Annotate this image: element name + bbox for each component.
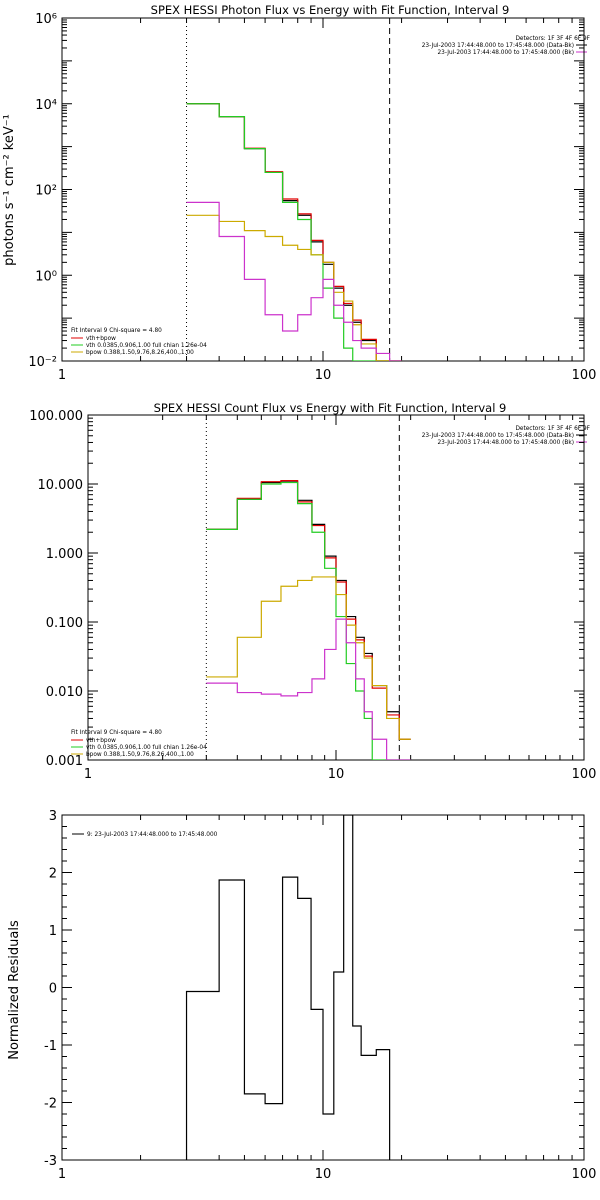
count-x-tick-label: 10 [328,767,345,782]
count-bk-interval-text: 23-Jul-2003 17:44:48.000 to 17:45:48.000… [437,440,574,446]
residuals-legend-text: 9: 23-Jul-2003 17:44:48.000 to 17:45:48.… [87,832,218,838]
residuals-y-tick-label: 0 [49,982,57,997]
residuals-y-tick-label: -3 [44,1154,57,1169]
residuals-y-axis-label: Normalized Residuals [7,920,22,1060]
count-detectors-text: Detectors: 1F 3F 4F 6F 9F [515,426,590,432]
count-legend-vth: vth 0.0385,0.906,1.00 full chian 1.26e-0… [86,745,207,751]
photon-y-tick-label: 10² [35,184,57,199]
count-y-tick-label: 0.010 [46,685,83,700]
photon-series-bpow [186,214,402,361]
photon-y-tick-label: 10⁶ [35,12,57,27]
residuals-x-tick-label: 1 [58,1167,66,1182]
photon-series-bg [186,201,402,361]
photon-legend-bpow: bpow 0.388,1.50,9.76,8.26,400.,1.00 [86,350,194,356]
count-x-tick-label: 1 [84,767,92,782]
photon-x-tick-label: 100 [572,368,597,383]
count-y-tick-label: 100.000 [29,409,83,424]
count-series-bpow [206,576,411,740]
count-legend-bpow: bpow 0.388,1.50,9.76,8.26,400.,1.00 [86,752,194,758]
photon-y-tick-label: 10⁻² [28,355,57,370]
residuals-y-tick-label: -1 [44,1039,57,1054]
photon-y-axis-label: photons s⁻¹ cm⁻² keV⁻¹ [2,114,17,266]
count-y-tick-label: 0.001 [46,754,83,769]
count-series-bg [206,618,411,760]
photon-data-interval-text: 23-Jul-2003 17:44:48.000 to 17:45:48.000… [422,43,574,49]
residuals-x-tick-label: 10 [315,1167,332,1182]
count-legend-fit: vth+bpow [86,738,116,744]
photon-legend-fit: vth+bpow [86,336,116,342]
photon-fit-info: Fit Interval 9 Chi-square = 4.80 [71,328,162,334]
count-y-tick-label: 10.000 [38,478,84,493]
photon-y-tick-label: 10⁴ [35,98,57,113]
photon-bk-interval-text: 23-Jul-2003 17:44:48.000 to 17:45:48.000… [437,50,574,56]
photon-flux-panel: SPEX HESSI Photon Flux vs Energy with Fi… [2,3,596,383]
photon-panel-title: SPEX HESSI Photon Flux vs Energy with Fi… [151,3,510,17]
residuals-y-tick-label: 2 [49,867,57,882]
photon-x-tick-label: 10 [315,368,332,383]
count-y-tick-label: 1.000 [46,547,83,562]
residuals-series-residual [185,815,391,1160]
count-flux-panel: SPEX HESSI Count Flux vs Energy with Fit… [29,401,596,782]
residuals-x-tick-label: 100 [572,1167,597,1182]
photon-y-tick-label: 10⁰ [35,269,57,284]
count-fit-info: Fit Interval 9 Chi-square = 4.80 [71,730,162,736]
photon-x-tick-label: 1 [58,368,66,383]
count-y-tick-label: 0.100 [46,616,83,631]
residuals-y-tick-label: 3 [49,809,57,824]
count-series-vth [206,481,411,760]
residuals-y-tick-label: 1 [49,924,57,939]
photon-legend-vth: vth 0.0385,0.906,1.00 full chian 1.26e-0… [86,343,207,349]
count-panel-title: SPEX HESSI Count Flux vs Energy with Fit… [154,401,507,415]
count-x-tick-label: 100 [572,767,597,782]
photon-detectors-text: Detectors: 1F 3F 4F 6F 9F [515,36,590,42]
count-data-interval-text: 23-Jul-2003 17:44:48.000 to 17:45:48.000… [422,433,574,439]
residuals-y-tick-label: -2 [44,1097,57,1112]
residuals-panel: Normalized Residuals 9: 23-Jul-2003 17:4… [7,809,596,1182]
